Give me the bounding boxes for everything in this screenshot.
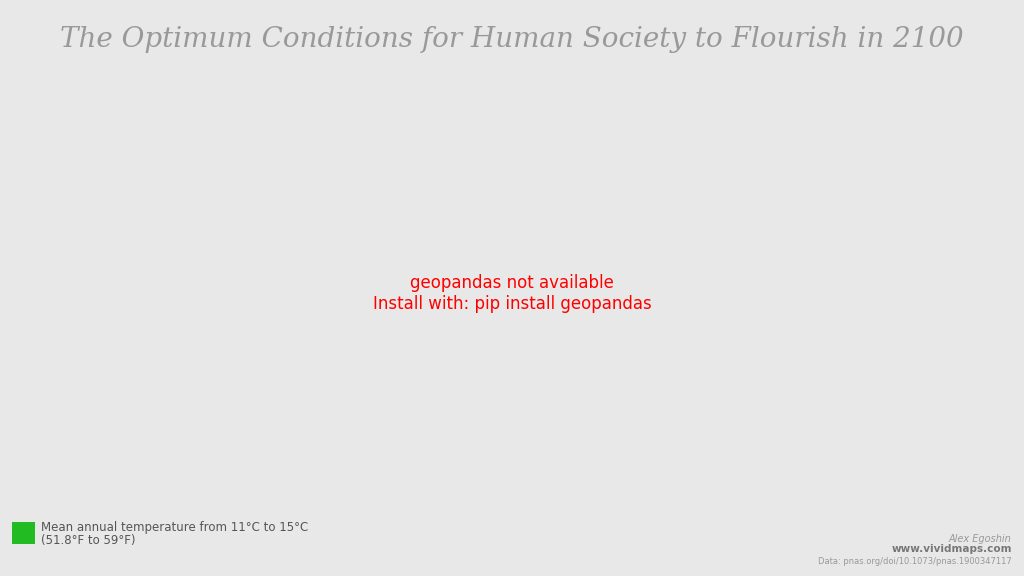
Text: The Optimum Conditions for Human Society to Flourish in 2100: The Optimum Conditions for Human Society… [60, 26, 964, 53]
Text: (51.8°F to 59°F): (51.8°F to 59°F) [41, 534, 135, 547]
Text: www.vividmaps.com: www.vividmaps.com [891, 544, 1012, 554]
Text: Alex Egoshin: Alex Egoshin [949, 535, 1012, 544]
Text: Mean annual temperature from 11°C to 15°C: Mean annual temperature from 11°C to 15°… [41, 521, 308, 533]
Text: Data: pnas.org/doi/10.1073/pnas.1900347117: Data: pnas.org/doi/10.1073/pnas.19003471… [818, 556, 1012, 566]
Text: geopandas not available
Install with: pip install geopandas: geopandas not available Install with: pi… [373, 274, 651, 313]
